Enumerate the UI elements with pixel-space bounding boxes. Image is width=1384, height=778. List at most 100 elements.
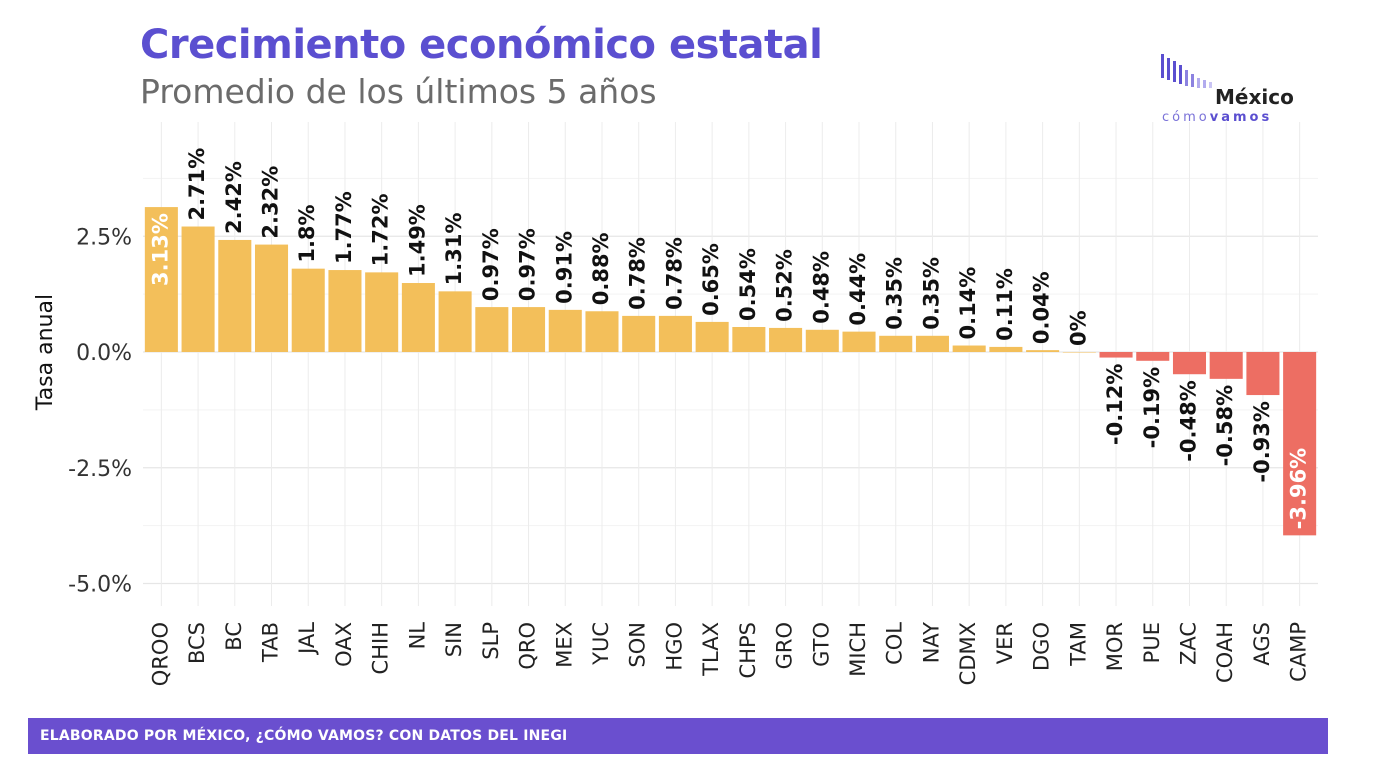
x-tick-label-sin: SIN [442, 622, 466, 657]
x-tick-label-gro: GRO [773, 622, 797, 669]
data-label-dgo: 0.04% [1030, 271, 1054, 344]
bar-pue [1136, 352, 1170, 361]
y-tick-label: -2.5% [68, 457, 132, 482]
x-tick-label-chps: CHPS [736, 622, 760, 678]
y-axis-label: Tasa anual [33, 294, 58, 411]
bar-bcs [181, 226, 215, 352]
x-tick-label-slp: SLP [479, 622, 503, 660]
data-label-mich: 0.44% [846, 253, 870, 326]
x-tick-label-ver: VER [993, 622, 1017, 664]
data-label-qro: 0.97% [516, 228, 540, 301]
data-label-hgo: 0.78% [662, 237, 686, 310]
data-label-gro: 0.52% [773, 249, 797, 322]
data-label-zac: -0.48% [1176, 380, 1200, 462]
y-tick-label: 2.5% [76, 225, 132, 250]
x-tick-label-chih: CHIH [369, 622, 393, 674]
x-tick-label-tab: TAB [259, 622, 283, 663]
data-label-slp: 0.97% [479, 228, 503, 301]
y-tick-label: -5.0% [68, 573, 132, 598]
mexico-como-vamos-logo: México cómovamos [1161, 54, 1294, 124]
data-label-cdmx: 0.14% [956, 267, 980, 340]
x-tick-label-zac: ZAC [1176, 622, 1200, 665]
x-tick-label-pue: PUE [1140, 622, 1164, 663]
data-label-mex: 0.91% [552, 231, 576, 304]
logo-vamos: vamos [1210, 110, 1272, 124]
bar-chih [365, 272, 399, 352]
chart-subtitle: Promedio de los últimos 5 años [140, 72, 657, 111]
logo-bars-icon [1161, 54, 1212, 88]
data-label-qroo: 3.13% [148, 213, 172, 286]
x-tick-label-bc: BC [222, 622, 246, 651]
bar-jal [291, 268, 325, 352]
bar-nl [401, 283, 435, 352]
footer-credit: ELABORADO POR MÉXICO, ¿CÓMO VAMOS? CON D… [40, 728, 568, 744]
svg-text:cómovamos: cómovamos [1162, 110, 1272, 124]
bar-ags [1246, 352, 1280, 396]
bar-mich [842, 331, 876, 352]
data-label-sin: 1.31% [442, 212, 466, 285]
x-tick-label-gto: GTO [809, 622, 833, 667]
x-tick-label-tam: TAM [1066, 622, 1090, 667]
x-tick-label-qroo: QROO [148, 622, 172, 686]
data-label-mor: -0.12% [1103, 364, 1127, 446]
bar-sin [438, 291, 472, 352]
x-tick-label-jal: JAL [295, 622, 319, 656]
data-label-col: 0.35% [883, 257, 907, 330]
data-label-tam: 0% [1066, 310, 1090, 346]
bar-tab [254, 244, 289, 352]
data-label-chih: 1.72% [369, 194, 393, 267]
data-label-yuc: 0.88% [589, 232, 613, 305]
bar-mor [1099, 352, 1133, 358]
data-label-bc: 2.42% [222, 161, 246, 234]
x-tick-label-coah: COAH [1213, 622, 1237, 683]
bar-ver [989, 346, 1023, 352]
bar-qroo [144, 207, 178, 352]
data-label-bcs: 2.71% [185, 148, 209, 221]
bar-chps [732, 326, 766, 352]
bar-slp [475, 307, 509, 352]
x-tick-label-bcs: BCS [185, 622, 209, 664]
x-tick-label-tlax: TLAX [699, 622, 723, 677]
data-label-camp: -3.96% [1287, 448, 1311, 530]
bar-camp [1283, 352, 1317, 536]
bar-tlax [695, 321, 729, 352]
logo-mexico: México [1215, 85, 1294, 109]
bar-col [879, 335, 913, 352]
x-tick-label-ags: AGS [1250, 622, 1274, 666]
bar-zac [1172, 352, 1207, 375]
bar-gto [805, 329, 839, 352]
x-tick-label-mor: MOR [1103, 622, 1127, 671]
y-tick-label: 0.0% [76, 341, 132, 366]
data-label-chps: 0.54% [736, 248, 760, 321]
x-tick-label-mex: MEX [552, 622, 576, 668]
bar-hgo [658, 315, 692, 352]
data-label-jal: 1.8% [295, 204, 319, 262]
x-tick-label-nay: NAY [919, 622, 943, 663]
x-tick-label-dgo: DGO [1030, 622, 1054, 671]
bar-qro [512, 307, 546, 352]
x-tick-label-cdmx: CDMX [956, 622, 980, 685]
x-tick-label-son: SON [626, 622, 650, 668]
bar-gro [769, 327, 803, 352]
bar-mex [548, 309, 582, 352]
data-label-gto: 0.48% [809, 251, 833, 324]
x-tick-label-camp: CAMP [1287, 622, 1311, 682]
data-label-pue: -0.19% [1140, 367, 1164, 449]
bar-bc [218, 239, 252, 352]
bar-cdmx [952, 345, 986, 352]
x-tick-label-hgo: HGO [662, 622, 686, 671]
data-label-son: 0.78% [626, 237, 650, 310]
bar-yuc [585, 311, 619, 352]
x-tick-label-qro: QRO [516, 622, 540, 670]
data-label-nay: 0.35% [919, 257, 943, 330]
data-label-coah: -0.58% [1213, 385, 1237, 467]
x-tick-label-oax: OAX [332, 622, 356, 667]
x-tick-label-nl: NL [405, 622, 429, 650]
bar-dgo [1026, 350, 1060, 352]
footer-banner: ELABORADO POR MÉXICO, ¿CÓMO VAMOS? CON D… [28, 718, 1328, 754]
bar-son [622, 315, 656, 352]
x-tick-label-yuc: YUC [589, 622, 613, 666]
bar-coah [1209, 352, 1243, 379]
data-label-tlax: 0.65% [699, 243, 723, 316]
bar-nay [915, 335, 949, 352]
